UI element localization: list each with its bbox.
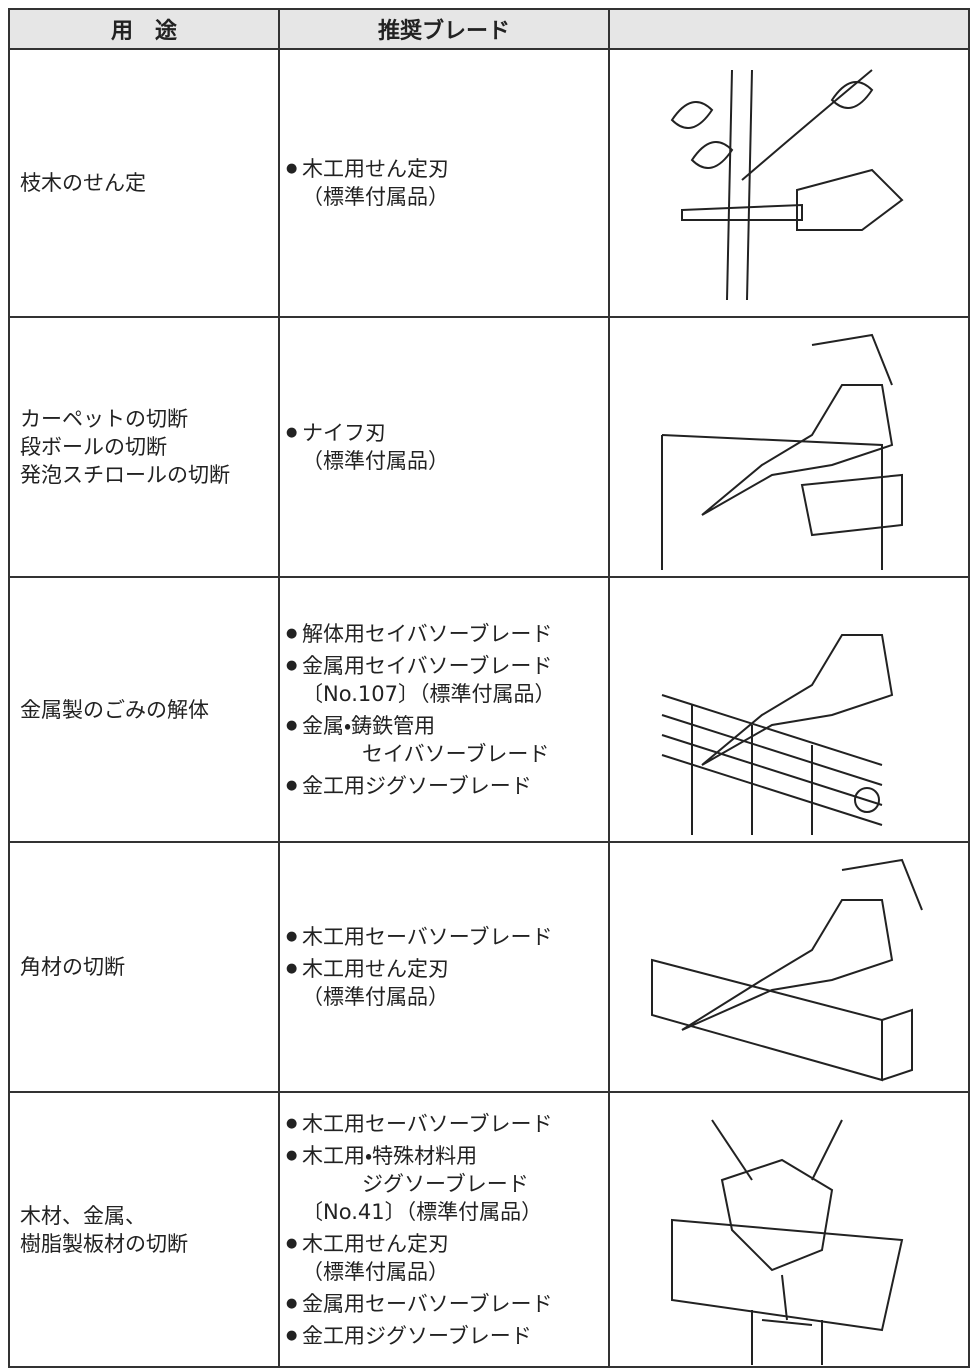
blade-text: ジグソーブレード <box>362 1171 529 1196</box>
use-cell: 木材、金属、樹脂製板材の切断 <box>10 1093 280 1368</box>
image-cell <box>610 843 970 1093</box>
use-cell: 枝木のせん定 <box>10 50 280 318</box>
blade-item: 解体用セイバソーブレード <box>286 620 608 648</box>
blades-cell: 木工用セーバソーブレード木工用・特殊材料用ジグソーブレード〔No.41〕（標準付… <box>280 1093 610 1368</box>
use-text: 段ボールの切断 <box>20 435 167 459</box>
illustration-board <box>671 1119 904 1365</box>
blade-text: 金属用セイバソーブレード <box>302 653 553 678</box>
use-text: 枝木のせん定 <box>20 171 146 195</box>
blade-text: （標準付属品） <box>302 1259 449 1284</box>
blade-text: セイバソーブレード <box>362 741 550 766</box>
blade-text: 木工用セーバソーブレード <box>302 1111 553 1136</box>
blades-cell: 解体用セイバソーブレード金属用セイバソーブレード〔No.107〕（標準付属品）金… <box>280 578 610 843</box>
header-cell: 用 途 <box>10 10 280 50</box>
blade-item: ナイフ刃 （標準付属品） <box>286 419 608 475</box>
blade-text: 〔No.107〕（標準付属品） <box>302 681 556 706</box>
blade-item: 金属用セイバソーブレード〔No.107〕（標準付属品） <box>286 652 608 708</box>
blade-text: 金工用ジグソーブレード <box>302 773 532 798</box>
blade-text: 解体用セイバソーブレード <box>302 621 553 646</box>
blade-text: （標準付属品） <box>302 449 449 473</box>
image-cell <box>610 318 970 578</box>
use-text: 発泡スチロールの切断 <box>20 463 230 487</box>
use-text: 金属製のごみの解体 <box>20 697 209 722</box>
blade-text: 木工用せん定刃 <box>302 957 449 981</box>
use-text: カーペットの切断 <box>20 407 188 431</box>
blade-text: 木工用・特殊材料用 <box>302 1143 478 1168</box>
blade-item: 金工用ジグソーブレード <box>286 772 608 800</box>
use-cell: カーペットの切断 段ボールの切断発泡スチロールの切断 <box>10 318 280 578</box>
blade-text: （標準付属品） <box>302 185 449 209</box>
blades-cell: 木工用セーバソーブレード木工用せん定刃 （標準付属品） <box>280 843 610 1093</box>
blade-text: 〔No.41〕（標準付属品） <box>302 1199 543 1224</box>
header-cell: 推奨ブレード <box>280 10 610 50</box>
blade-item: 木工用セーバソーブレード <box>286 1110 608 1138</box>
header-text: 推奨ブレード <box>377 19 510 44</box>
blade-text: 木工用せん定刃 <box>302 1231 449 1256</box>
blade-text: （標準付属品） <box>302 985 449 1009</box>
blade-text: ナイフ刃 <box>302 421 386 445</box>
illustration-lumber <box>651 858 923 1082</box>
use-text: 角材の切断 <box>20 955 125 979</box>
blade-text: 金属・鋳鉄管用 <box>302 713 436 738</box>
use-text: 木材、金属、 <box>20 1203 146 1228</box>
use-cell: 金属製のごみの解体 <box>10 578 280 843</box>
illustration-carpet <box>661 333 903 570</box>
use-text: 樹脂製板材の切断 <box>20 1231 188 1256</box>
blades-cell: 木工用せん定刃 （標準付属品） <box>280 50 610 318</box>
image-cell <box>610 578 970 843</box>
image-cell <box>610 50 970 318</box>
blade-item: 木工用せん定刃 （標準付属品） <box>286 955 608 1011</box>
blade-text: 金工用ジグソーブレード <box>302 1323 532 1348</box>
blade-text: 木工用セーバソーブレード <box>302 925 553 949</box>
header-cell <box>610 10 970 50</box>
blade-item: 金工用ジグソーブレード <box>286 1322 608 1350</box>
blade-text: 木工用せん定刃 <box>302 157 449 181</box>
blade-item: 木工用セーバソーブレード <box>286 923 608 951</box>
use-cell: 角材の切断 <box>10 843 280 1093</box>
blade-item: 木工用せん定刃 （標準付属品） <box>286 155 608 211</box>
blade-item: 木工用せん定刃 （標準付属品） <box>286 1230 608 1286</box>
blade-text: 金属用セーバソーブレード <box>302 1291 553 1316</box>
blades-cell: ナイフ刃 （標準付属品） <box>280 318 610 578</box>
illustration-pruning <box>670 69 904 301</box>
table-frame <box>8 8 970 1368</box>
illustration-metal <box>661 634 894 835</box>
image-cell <box>610 1093 970 1368</box>
blade-item: 金属用セーバソーブレード <box>286 1290 608 1318</box>
header-text: 用 途 <box>110 19 177 44</box>
